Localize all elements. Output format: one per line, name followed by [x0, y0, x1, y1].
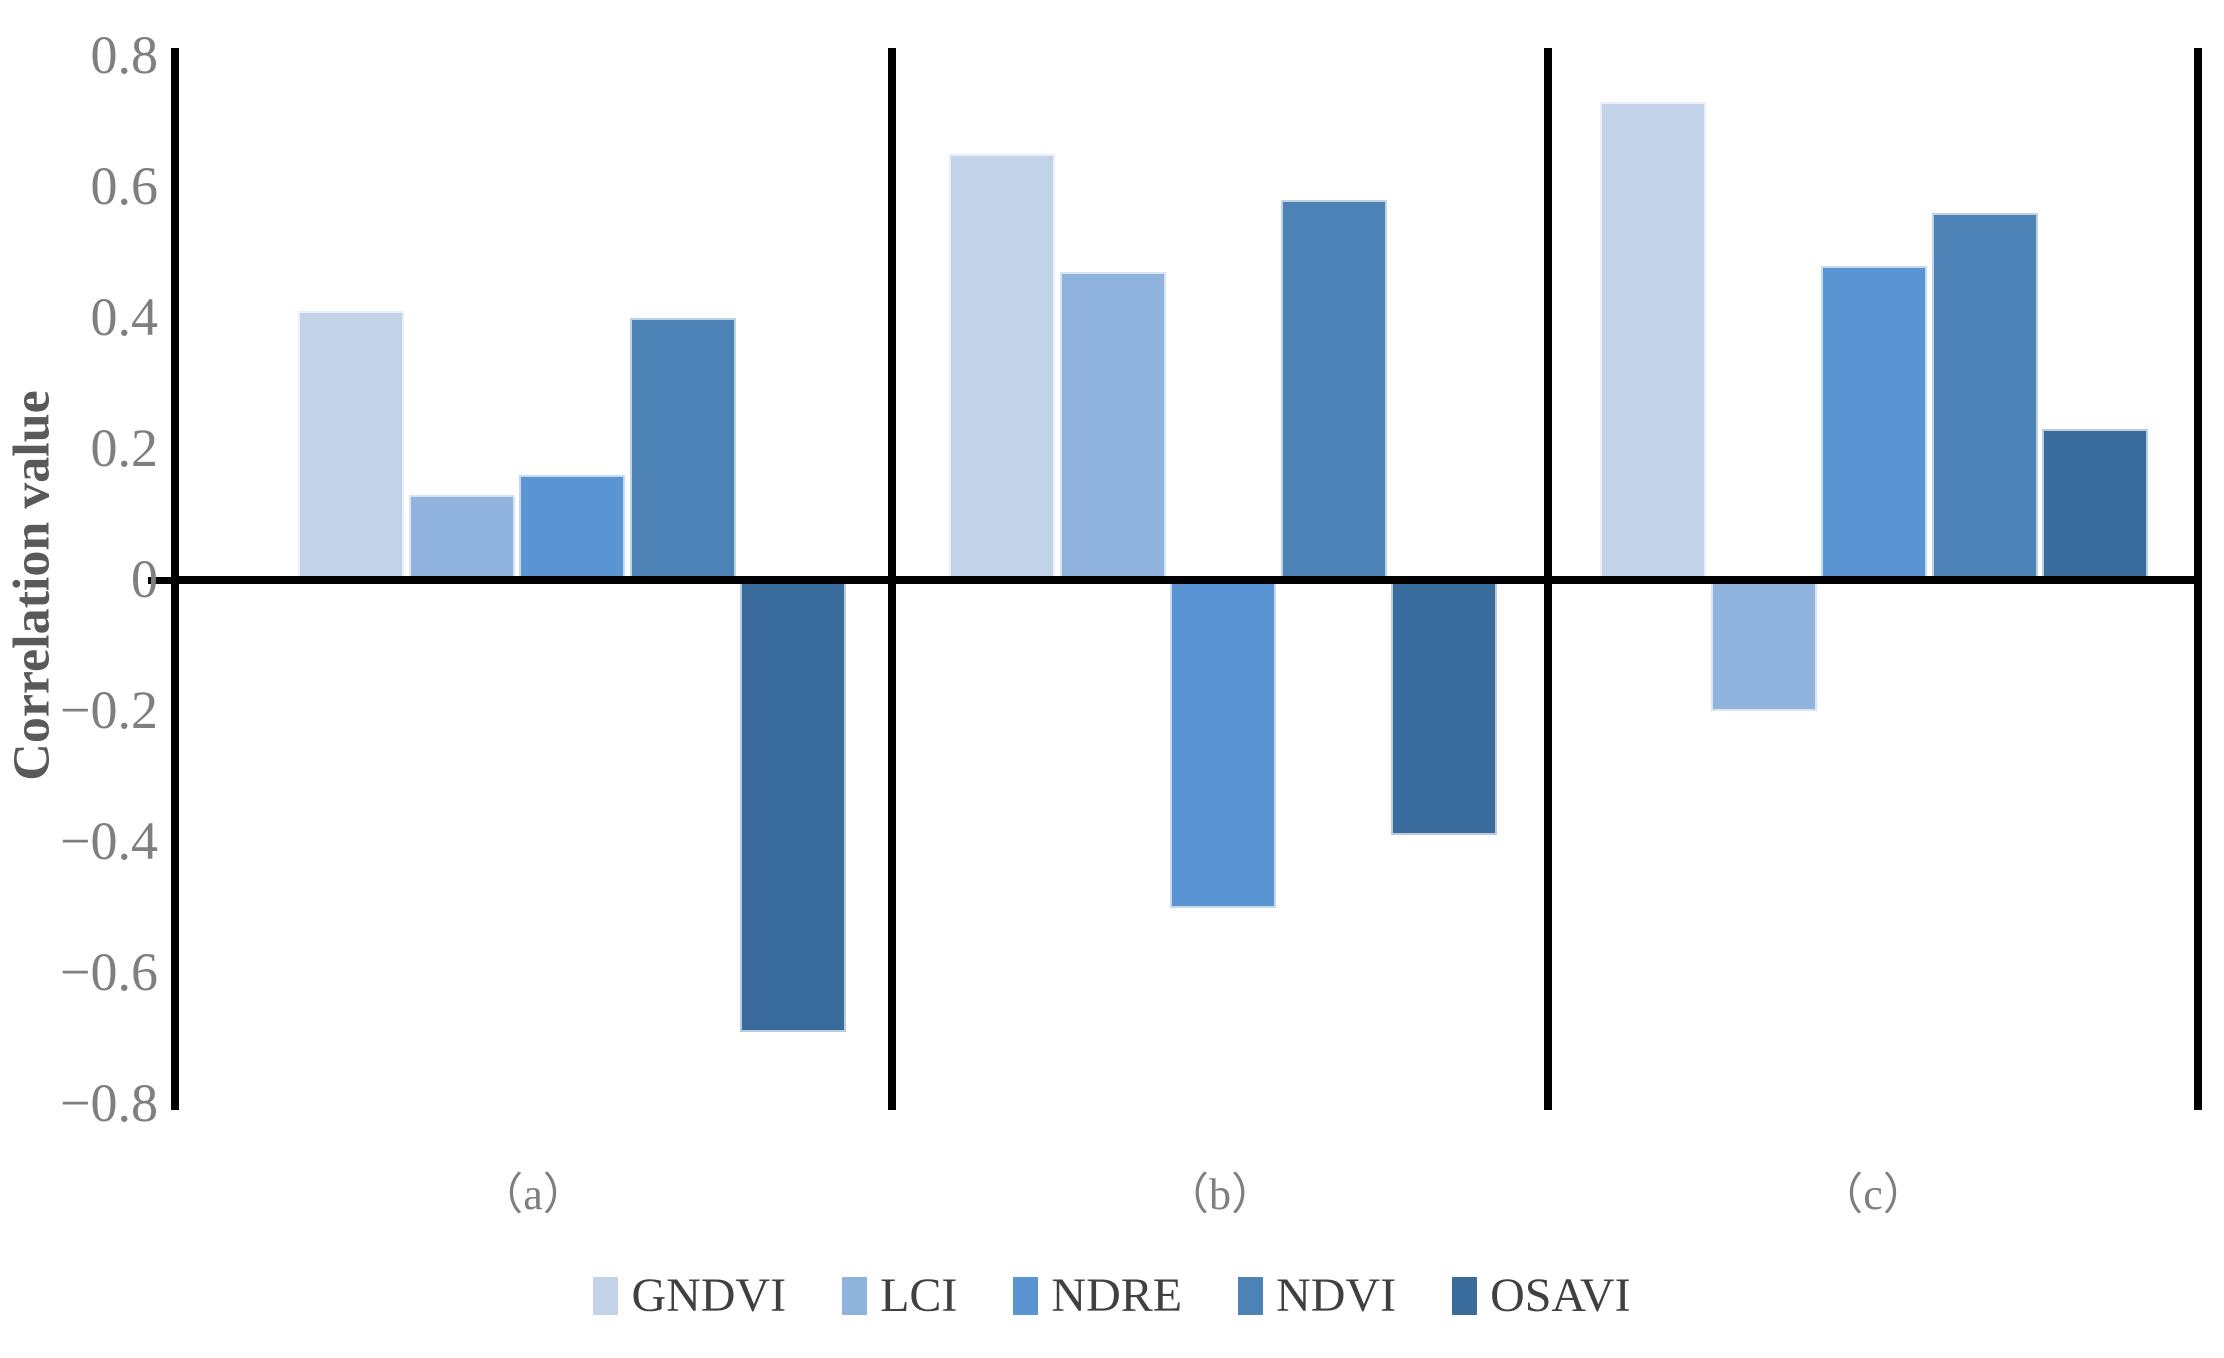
legend-swatch-ndre	[1013, 1277, 1039, 1315]
bar-ndre-a	[519, 475, 625, 580]
y-tick-label: 0.8	[90, 25, 159, 85]
legend-item-osavi: OSAVI	[1452, 1269, 1631, 1322]
bar-gndvi-b	[949, 154, 1055, 580]
panel-label-b: （b）	[1165, 1170, 1275, 1219]
legend-label: NDVI	[1276, 1269, 1397, 1322]
legend-swatch-lci	[842, 1277, 868, 1315]
legend-swatch-osavi	[1452, 1277, 1478, 1315]
legend-label: NDRE	[1051, 1269, 1183, 1322]
bar-osavi-c	[2042, 429, 2148, 580]
panel-label-a: （a）	[479, 1170, 587, 1219]
legend-item-lci: LCI	[842, 1272, 957, 1320]
bar-lci-c	[1711, 580, 1817, 711]
y-tick-label: −0.4	[60, 811, 158, 871]
bar-ndre-b	[1170, 580, 1276, 908]
legend: GNDVI LCI NDRE NDVI OSAVI	[0, 1272, 2224, 1320]
legend-item-ndvi: NDVI	[1238, 1272, 1396, 1320]
legend-item-gndvi: GNDVI	[593, 1272, 786, 1320]
legend-swatch-gndvi	[593, 1277, 619, 1315]
bar-ndvi-b	[1281, 200, 1387, 580]
legend-label: GNDVI	[631, 1269, 787, 1322]
panel-label-c: （c）	[1819, 1170, 1927, 1219]
bar-ndre-c	[1821, 266, 1927, 580]
y-tick-label: −0.6	[60, 942, 158, 1002]
bar-gndvi-c	[1600, 102, 1706, 580]
y-tick-label: 0.4	[90, 287, 159, 347]
legend-label: OSAVI	[1490, 1269, 1631, 1322]
y-tick-label: 0.6	[90, 156, 159, 216]
bar-gndvi-a	[298, 311, 404, 580]
legend-label: LCI	[880, 1269, 958, 1322]
y-tick-label: 0.2	[90, 418, 159, 478]
y-tick-label: 0	[131, 549, 158, 609]
bar-osavi-a	[740, 580, 846, 1032]
zero-tick-mark	[148, 577, 175, 584]
y-tick-label: −0.8	[60, 1073, 158, 1133]
bar-ndvi-c	[1932, 213, 2038, 580]
bar-lci-a	[409, 495, 515, 580]
bar-ndvi-a	[630, 318, 736, 580]
legend-swatch-ndvi	[1238, 1277, 1264, 1315]
zero-baseline	[171, 576, 2202, 584]
legend-item-ndre: NDRE	[1013, 1272, 1182, 1320]
bar-osavi-b	[1391, 580, 1497, 835]
bar-lci-b	[1060, 272, 1166, 580]
y-tick-label: −0.2	[60, 680, 158, 740]
